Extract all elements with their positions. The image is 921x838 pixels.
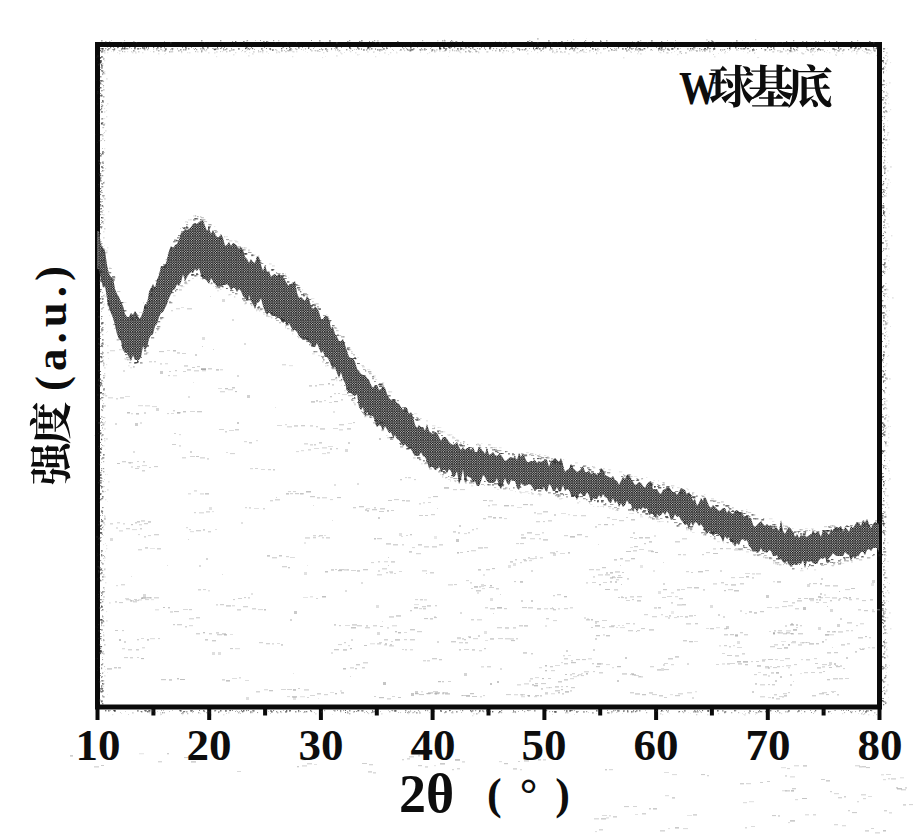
svg-text:10: 10 [76, 720, 121, 770]
svg-text:(°): (°) [487, 770, 588, 819]
svg-text:(a.u.): (a.u.) [26, 261, 76, 391]
svg-text:40: 40 [411, 720, 456, 770]
svg-text:60: 60 [634, 720, 679, 770]
svg-text:30: 30 [299, 720, 344, 770]
svg-text:80: 80 [858, 720, 903, 770]
svg-text:2θ: 2θ [399, 764, 454, 824]
svg-text:20: 20 [187, 720, 232, 770]
svg-text:70: 70 [746, 720, 791, 770]
svg-text:50: 50 [522, 720, 567, 770]
